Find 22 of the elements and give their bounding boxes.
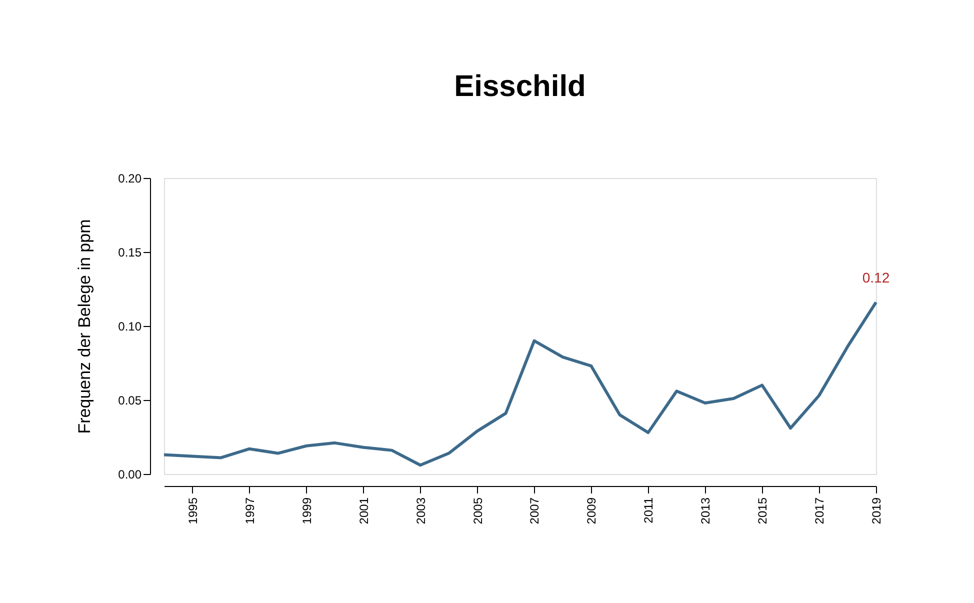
y-tick-label: 0.10 bbox=[118, 320, 142, 334]
x-tick-label: 2009 bbox=[584, 497, 599, 524]
y-axis-title: Frequenz der Belege in ppm bbox=[75, 219, 94, 434]
y-tick-label: 0.00 bbox=[118, 468, 142, 482]
x-tick-label: 2005 bbox=[470, 497, 485, 524]
x-tick-label: 2013 bbox=[698, 497, 713, 524]
x-tick-label: 1999 bbox=[300, 497, 314, 524]
x-tick-label: 1995 bbox=[186, 497, 200, 524]
x-tick-label: 1997 bbox=[242, 497, 257, 524]
y-tick-label: 0.15 bbox=[118, 246, 142, 260]
line-series bbox=[162, 300, 878, 467]
x-tick-label: 2001 bbox=[356, 497, 371, 524]
x-tick-label: 2011 bbox=[642, 497, 656, 524]
chart-title: Eisschild bbox=[454, 70, 586, 103]
x-tick-label: 2019 bbox=[870, 497, 884, 524]
annotation: 0.12 bbox=[862, 269, 890, 286]
x-tick-label: 2017 bbox=[812, 497, 827, 524]
x-tick-label: 2015 bbox=[756, 497, 770, 524]
y-tick-label: 0.05 bbox=[118, 394, 142, 408]
y-tick-label: 0.20 bbox=[118, 172, 142, 186]
x-tick-label: 2007 bbox=[528, 497, 542, 524]
x-tick-label: 2003 bbox=[414, 497, 428, 524]
